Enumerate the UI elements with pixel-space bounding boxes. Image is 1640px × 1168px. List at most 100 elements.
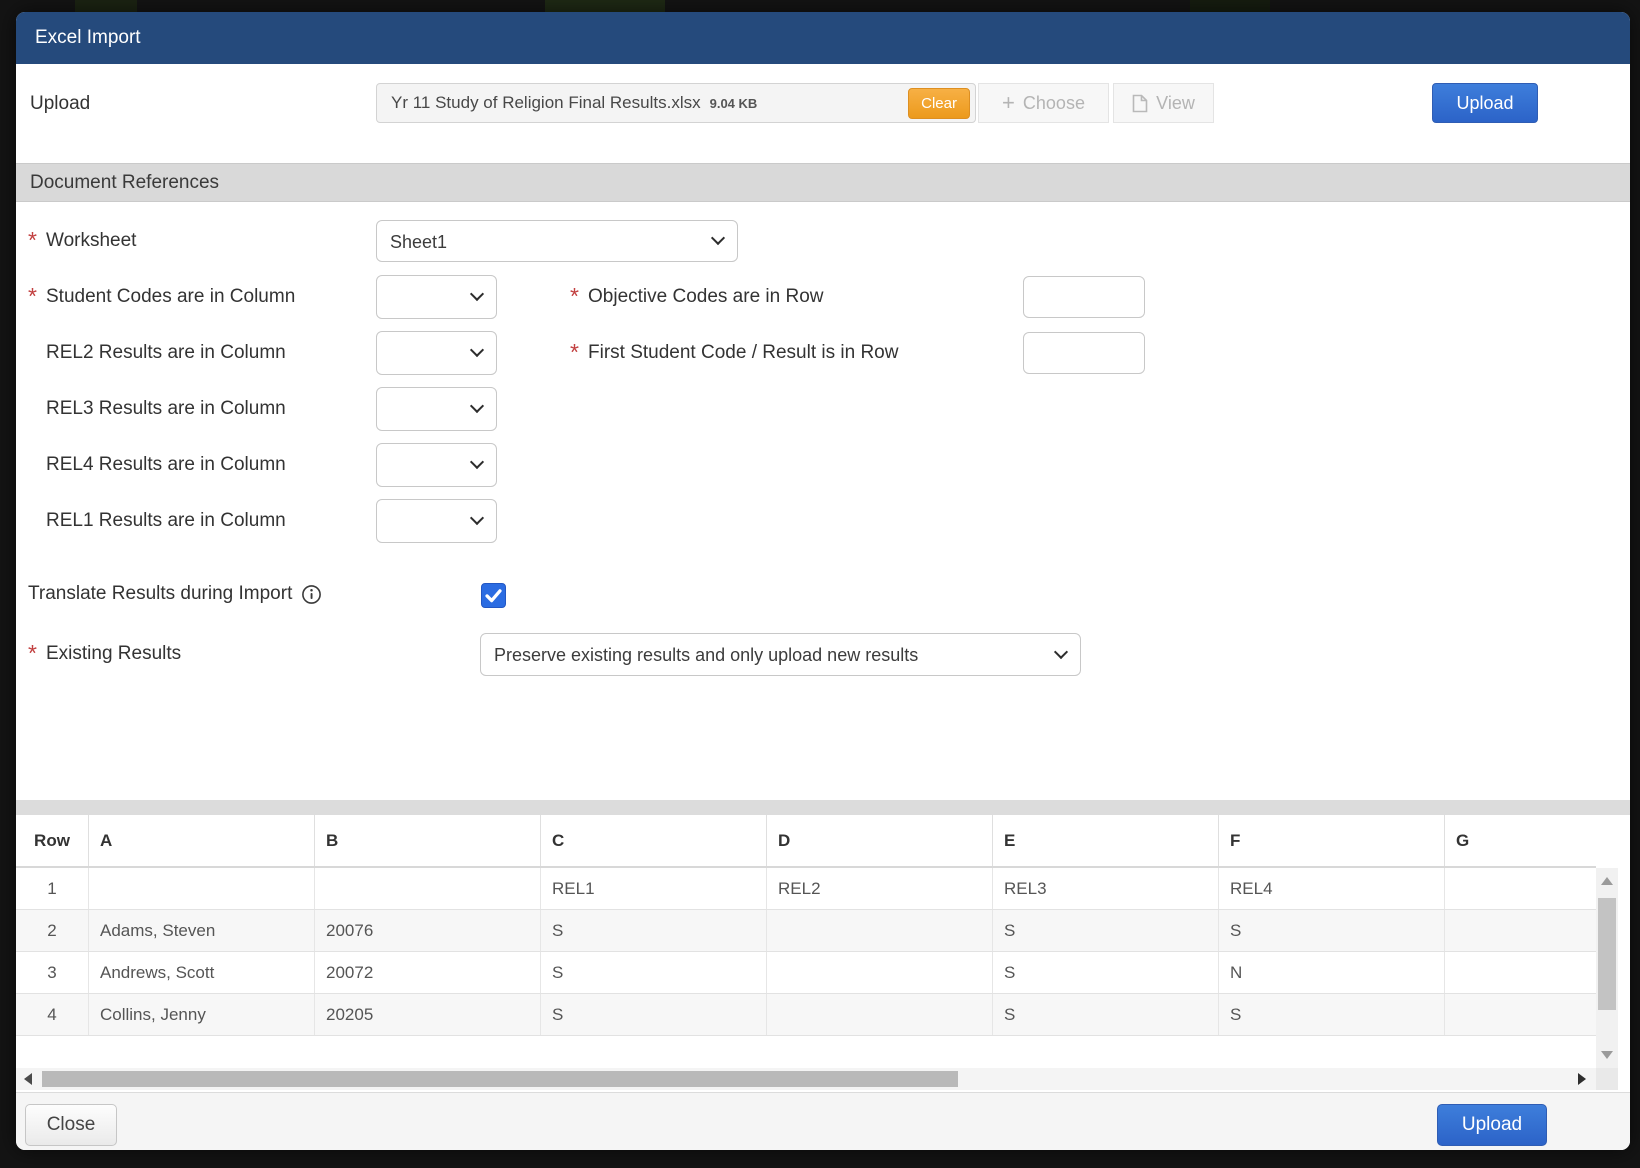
- preview-cell: 20205: [315, 994, 541, 1035]
- upload-button-bottom[interactable]: Upload: [1437, 1104, 1547, 1146]
- upload-field-label: Upload: [30, 93, 91, 114]
- preview-cell: S: [993, 952, 1219, 993]
- preview-column-header: F: [1219, 815, 1445, 866]
- vertical-scrollbar-thumb[interactable]: [1598, 898, 1616, 1010]
- rel2-column-label: REL2 Results are in Column: [46, 342, 286, 363]
- section-header-document-references: Document References: [16, 163, 1630, 202]
- preview-column-header: Row: [16, 815, 89, 866]
- translate-results-label: Translate Results during Import: [28, 582, 322, 606]
- rel4-column-select[interactable]: [376, 443, 497, 487]
- upload-button-top[interactable]: Upload: [1432, 83, 1538, 123]
- student-codes-column-label: * Student Codes are in Column: [28, 283, 296, 309]
- preview-cell: Collins, Jenny: [89, 994, 315, 1035]
- selected-file-chip: Yr 11 Study of Religion Final Results.xl…: [376, 83, 976, 123]
- preview-cell: [1445, 910, 1596, 951]
- preview-row-number: 2: [16, 910, 89, 951]
- required-asterisk: *: [28, 640, 37, 666]
- first-student-row-label: * First Student Code / Result is in Row: [570, 339, 899, 365]
- required-asterisk: *: [28, 227, 37, 253]
- worksheet-select[interactable]: Sheet1: [376, 220, 738, 262]
- preview-column-header: E: [993, 815, 1219, 866]
- preview-cell: REL4: [1219, 868, 1445, 909]
- first-student-row-input[interactable]: [1023, 332, 1145, 374]
- scroll-up-arrow-icon[interactable]: [1601, 877, 1613, 885]
- background-artifact: [75, 0, 137, 13]
- preview-cell: S: [1219, 994, 1445, 1035]
- worksheet-label: * Worksheet: [28, 227, 137, 253]
- required-asterisk: *: [570, 283, 579, 309]
- preview-row-number: 1: [16, 868, 89, 909]
- chevron-down-icon: [469, 398, 485, 414]
- preview-cell: S: [541, 952, 767, 993]
- choose-file-button[interactable]: + Choose: [978, 83, 1109, 123]
- rel2-column-select[interactable]: [376, 331, 497, 375]
- preview-cell: [767, 994, 993, 1035]
- preview-cell: 20072: [315, 952, 541, 993]
- translate-results-checkbox[interactable]: [481, 583, 506, 608]
- preview-cell: S: [541, 910, 767, 951]
- chevron-down-icon: [469, 510, 485, 526]
- scroll-left-arrow-icon[interactable]: [24, 1073, 32, 1085]
- scroll-down-arrow-icon[interactable]: [1601, 1051, 1613, 1059]
- preview-cell: S: [993, 994, 1219, 1035]
- chevron-down-icon: [469, 286, 485, 302]
- plus-icon: +: [1002, 90, 1015, 115]
- preview-row: 4 Collins, Jenny 20205 S S S: [16, 994, 1596, 1036]
- rel1-column-select[interactable]: [376, 499, 497, 543]
- info-icon[interactable]: [301, 584, 322, 605]
- preview-cell: [767, 910, 993, 951]
- preview-cell: [767, 952, 993, 993]
- required-asterisk: *: [570, 339, 579, 365]
- preview-cell: REL1: [541, 868, 767, 909]
- clear-file-button[interactable]: Clear: [908, 88, 970, 119]
- preview-row: 2 Adams, Steven 20076 S S S: [16, 910, 1596, 952]
- preview-row-number: 3: [16, 952, 89, 993]
- preview-column-header: G: [1456, 831, 1470, 850]
- preview-cell: [1445, 952, 1596, 993]
- excel-import-dialog: Excel Import Upload Yr 11 Study of Relig…: [16, 12, 1630, 1150]
- rel4-column-label: REL4 Results are in Column: [46, 454, 286, 475]
- preview-cell: REL2: [767, 868, 993, 909]
- scroll-right-arrow-icon[interactable]: [1578, 1073, 1586, 1085]
- check-icon: [482, 589, 505, 611]
- preview-column-header: D: [767, 815, 993, 866]
- horizontal-scrollbar[interactable]: [16, 1068, 1596, 1090]
- preview-cell: [89, 868, 315, 909]
- preview-cell: 20076: [315, 910, 541, 951]
- preview-cell: S: [1219, 910, 1445, 951]
- background-artifact: [545, 0, 665, 13]
- required-asterisk: *: [28, 283, 37, 309]
- preview-cell: S: [541, 994, 767, 1035]
- preview-header-row: Row A B C D E F G: [16, 815, 1596, 868]
- spreadsheet-preview-table: Row A B C D E F G 1 REL1 REL2 REL3 REL4 2 Adams, Steve…: [16, 815, 1596, 1036]
- preview-cell: Adams, Steven: [89, 910, 315, 951]
- preview-row: 1 REL1 REL2 REL3 REL4: [16, 868, 1596, 910]
- preview-cell: [315, 868, 541, 909]
- preview-row: 3 Andrews, Scott 20072 S S N: [16, 952, 1596, 994]
- close-button[interactable]: Close: [25, 1104, 117, 1146]
- existing-results-select[interactable]: Preserve existing results and only uploa…: [480, 633, 1081, 676]
- scrollbar-corner: [1596, 1068, 1618, 1090]
- view-file-button[interactable]: View: [1113, 83, 1214, 123]
- file-size: 9.04 KB: [709, 95, 758, 111]
- preview-column-header: C: [541, 815, 767, 866]
- chevron-down-icon: [469, 342, 485, 358]
- horizontal-scrollbar-thumb[interactable]: [42, 1071, 958, 1087]
- preview-column-header: A: [89, 815, 315, 866]
- rel3-column-label: REL3 Results are in Column: [46, 398, 286, 419]
- rel1-column-label: REL1 Results are in Column: [46, 510, 286, 531]
- objective-codes-row-label: * Objective Codes are in Row: [570, 283, 824, 309]
- background-artifact: [1190, 0, 1270, 13]
- preview-cell: S: [993, 910, 1219, 951]
- rel3-column-select[interactable]: [376, 387, 497, 431]
- file-name: Yr 11 Study of Religion Final Results.xl…: [391, 93, 701, 112]
- objective-codes-row-input[interactable]: [1023, 276, 1145, 318]
- preview-cell: Andrews, Scott: [89, 952, 315, 993]
- document-icon: [1132, 94, 1148, 113]
- vertical-scrollbar[interactable]: [1596, 868, 1618, 1068]
- student-codes-column-select[interactable]: [376, 275, 497, 319]
- dialog-title: Excel Import: [35, 27, 141, 48]
- preview-cell: [1445, 868, 1596, 909]
- existing-results-label: * Existing Results: [28, 640, 182, 666]
